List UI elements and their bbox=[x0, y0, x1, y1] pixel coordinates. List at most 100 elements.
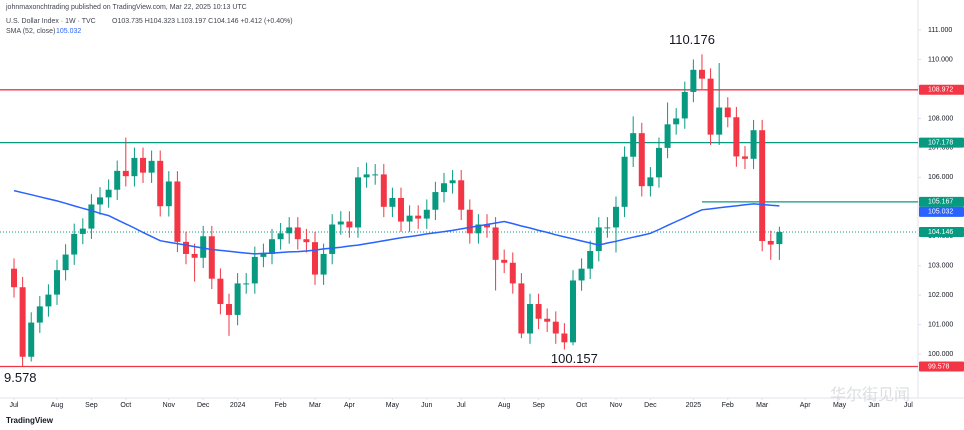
x-tick-label: May bbox=[833, 402, 847, 409]
candle-body bbox=[114, 170, 121, 190]
candle-body bbox=[303, 239, 310, 243]
logo: TradingView bbox=[6, 416, 54, 425]
x-tick-label: Aug bbox=[51, 402, 64, 409]
price-box bbox=[919, 137, 964, 148]
candle-body bbox=[380, 174, 387, 207]
y-tick-label: 103.000 bbox=[928, 263, 953, 270]
candle-body bbox=[97, 197, 104, 205]
low-annotation: 9.578 bbox=[4, 370, 37, 385]
candle-body bbox=[432, 192, 439, 210]
candle-body bbox=[587, 250, 594, 269]
candle-body bbox=[36, 306, 43, 323]
candle-body bbox=[561, 333, 568, 343]
candle-body bbox=[251, 256, 258, 284]
candle-body bbox=[544, 318, 551, 322]
x-tick-label: Nov bbox=[610, 402, 623, 409]
price-box-label: 107.178 bbox=[928, 139, 953, 146]
watermark: 华尔街见闻 bbox=[830, 386, 910, 404]
candle-body bbox=[552, 321, 559, 334]
candle-body bbox=[165, 181, 172, 207]
candle-body bbox=[535, 304, 542, 319]
candle-body bbox=[509, 262, 516, 284]
y-tick-label: 110.000 bbox=[928, 56, 953, 63]
y-tick-label: 106.000 bbox=[928, 174, 953, 181]
candle-body bbox=[397, 197, 404, 222]
candle-body bbox=[174, 181, 181, 242]
candle-body bbox=[630, 133, 637, 157]
x-tick-label: Mar bbox=[756, 402, 769, 409]
candle-body bbox=[595, 227, 602, 251]
candle-body bbox=[458, 180, 465, 210]
x-tick-label: Jul bbox=[457, 402, 466, 409]
x-tick-label: Mar bbox=[309, 402, 322, 409]
candle-body bbox=[320, 253, 327, 275]
price-box-label: 108.972 bbox=[928, 87, 953, 94]
author-line: johnmaxonchtrading published on TradingV… bbox=[5, 4, 247, 11]
candle-body bbox=[312, 242, 319, 275]
candle-body bbox=[269, 239, 276, 254]
ohlc: O103.735 H104.323 L103.197 C104.146 +0.4… bbox=[112, 18, 293, 25]
candle-body bbox=[492, 227, 499, 260]
candle-body bbox=[28, 322, 35, 357]
x-tick-label: Sep bbox=[532, 402, 545, 409]
x-tick-label: Nov bbox=[163, 402, 176, 409]
candle-body bbox=[415, 215, 422, 219]
candle-body bbox=[604, 227, 611, 229]
candle-body bbox=[354, 177, 361, 228]
candle-body bbox=[183, 241, 190, 254]
price-box-label: 104.146 bbox=[928, 229, 953, 236]
candle-body bbox=[243, 283, 250, 285]
price-box-label: 105.167 bbox=[928, 199, 953, 206]
candle-body bbox=[647, 177, 654, 187]
candle-body bbox=[569, 280, 576, 343]
candle-body bbox=[337, 221, 344, 225]
candle-body bbox=[217, 278, 224, 305]
candle-body bbox=[363, 174, 370, 178]
candle-body bbox=[741, 156, 748, 159]
y-tick-label: 108.000 bbox=[928, 115, 953, 122]
candle-body bbox=[157, 160, 164, 207]
candle-body bbox=[208, 236, 215, 279]
candle-body bbox=[79, 228, 86, 234]
candle-body bbox=[122, 170, 129, 177]
candle-body bbox=[759, 130, 766, 241]
candle-body bbox=[286, 227, 293, 234]
candle-body bbox=[200, 236, 207, 258]
sma-legend: SMA (52, close) bbox=[6, 28, 55, 35]
candle-body bbox=[638, 133, 645, 187]
plot bbox=[0, 54, 918, 368]
price-box bbox=[919, 196, 964, 207]
candle-body bbox=[716, 107, 723, 135]
candle-body bbox=[62, 254, 69, 271]
x-tick-label: Jun bbox=[868, 402, 879, 409]
candle-body bbox=[191, 253, 198, 258]
candle-body bbox=[776, 231, 783, 245]
candle-body bbox=[260, 253, 267, 257]
candle-body bbox=[88, 204, 95, 229]
candle-body bbox=[140, 157, 147, 173]
candle-body bbox=[655, 147, 662, 178]
candle-body bbox=[294, 227, 301, 240]
sma-line bbox=[13, 189, 780, 255]
candle-body bbox=[664, 124, 671, 148]
candle-body bbox=[389, 197, 396, 207]
price-box bbox=[919, 226, 964, 237]
high-annotation: 110.176 bbox=[669, 32, 715, 47]
candle-body bbox=[750, 130, 757, 159]
y-tick-label: 102.000 bbox=[928, 292, 953, 299]
price-box bbox=[919, 361, 964, 372]
candle-body bbox=[11, 268, 18, 288]
candle-body bbox=[406, 215, 413, 222]
candle-body bbox=[440, 183, 447, 193]
x-tick-label: Feb bbox=[722, 402, 734, 409]
candle-body bbox=[71, 233, 78, 255]
candle-body bbox=[45, 294, 52, 307]
candle-body bbox=[329, 224, 336, 254]
candle-body bbox=[226, 304, 233, 315]
y-tick-label: 100.000 bbox=[928, 351, 953, 358]
x-tick-label: Jul bbox=[10, 402, 19, 409]
x-tick-label: May bbox=[386, 402, 400, 409]
candle-body bbox=[234, 283, 241, 315]
x-tick-label: Dec bbox=[644, 402, 657, 409]
